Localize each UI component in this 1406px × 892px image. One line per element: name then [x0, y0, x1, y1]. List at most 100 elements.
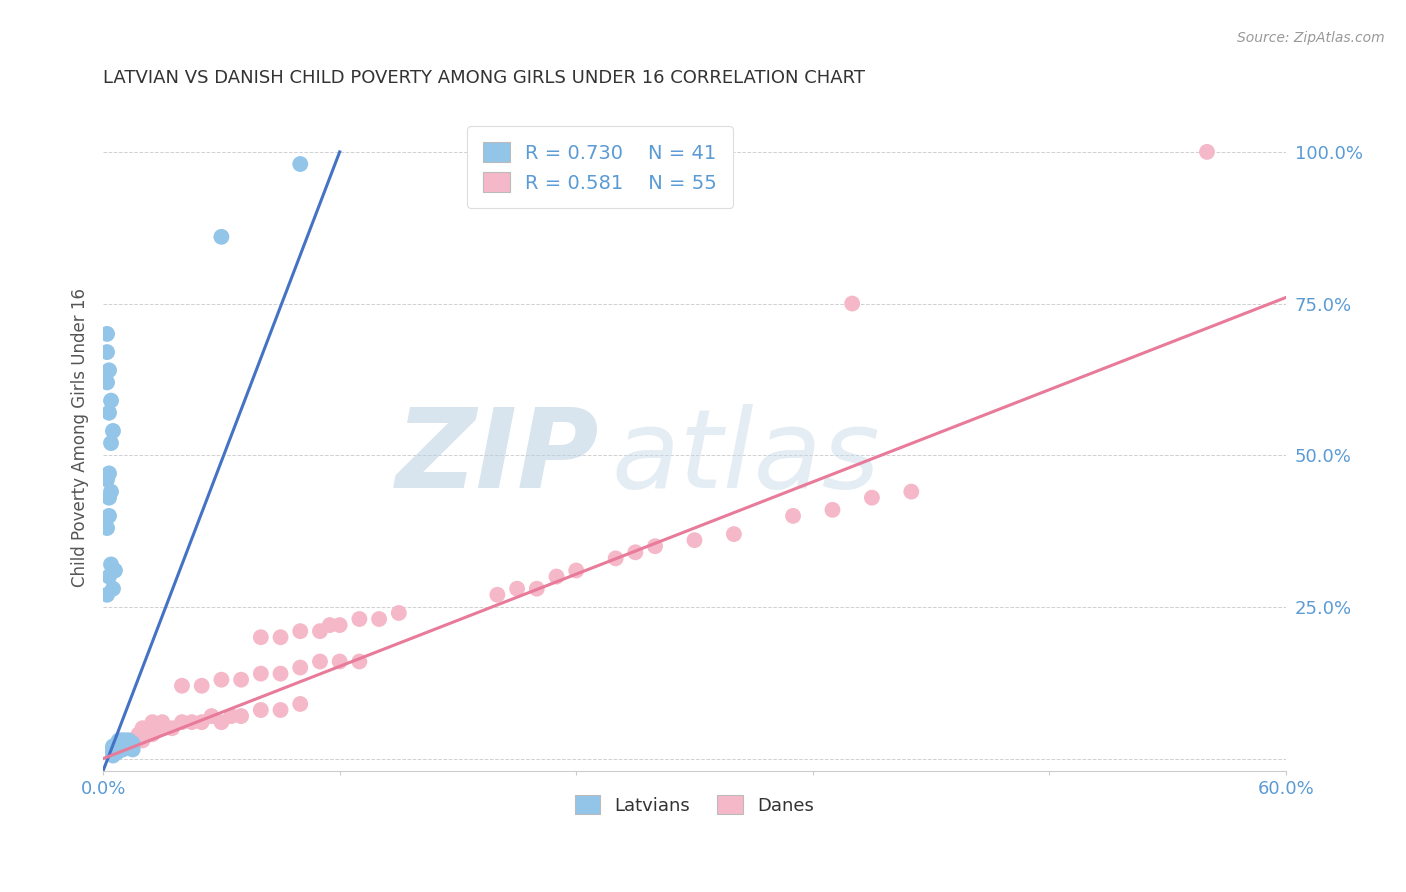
- Point: [309, 655, 332, 669]
- Point: [101, 424, 124, 438]
- Point: [100, 393, 122, 408]
- Point: [329, 618, 352, 632]
- Point: [250, 630, 273, 644]
- Point: [209, 673, 232, 687]
- Point: [229, 709, 252, 723]
- Point: [209, 229, 232, 244]
- Point: [250, 666, 273, 681]
- Point: [141, 727, 163, 741]
- Point: [100, 436, 122, 450]
- Point: [121, 736, 143, 750]
- Point: [105, 746, 128, 760]
- Point: [860, 491, 883, 505]
- Point: [98, 363, 121, 377]
- Text: Source: ZipAtlas.com: Source: ZipAtlas.com: [1237, 31, 1385, 45]
- Point: [200, 709, 222, 723]
- Point: [98, 406, 121, 420]
- Point: [170, 715, 193, 730]
- Point: [644, 539, 666, 553]
- Point: [118, 736, 141, 750]
- Point: [388, 606, 411, 620]
- Point: [96, 588, 118, 602]
- Point: [128, 727, 150, 741]
- Point: [98, 467, 121, 481]
- Point: [723, 527, 745, 541]
- Point: [565, 564, 588, 578]
- Point: [683, 533, 706, 548]
- Point: [319, 618, 342, 632]
- Point: [290, 157, 312, 171]
- Point: [96, 473, 118, 487]
- Point: [108, 739, 131, 754]
- Point: [105, 736, 128, 750]
- Point: [209, 715, 232, 730]
- Point: [105, 742, 128, 756]
- Point: [96, 376, 118, 390]
- Point: [309, 624, 332, 639]
- Point: [329, 655, 352, 669]
- Point: [115, 739, 138, 754]
- Point: [96, 326, 118, 341]
- Point: [100, 558, 122, 572]
- Point: [1195, 145, 1218, 159]
- Point: [111, 742, 134, 756]
- Point: [270, 703, 292, 717]
- Point: [180, 715, 202, 730]
- Point: [349, 655, 371, 669]
- Point: [115, 736, 138, 750]
- Point: [270, 666, 292, 681]
- Point: [101, 748, 124, 763]
- Point: [821, 503, 844, 517]
- Point: [96, 345, 118, 359]
- Point: [111, 733, 134, 747]
- Point: [98, 491, 121, 505]
- Point: [290, 697, 312, 711]
- Point: [131, 733, 153, 747]
- Point: [96, 521, 118, 535]
- Point: [108, 733, 131, 747]
- Point: [270, 630, 292, 644]
- Point: [229, 673, 252, 687]
- Point: [121, 742, 143, 756]
- Point: [100, 484, 122, 499]
- Point: [290, 660, 312, 674]
- Point: [219, 709, 242, 723]
- Point: [104, 564, 127, 578]
- Text: atlas: atlas: [612, 403, 880, 510]
- Point: [486, 588, 509, 602]
- Point: [101, 582, 124, 596]
- Point: [111, 739, 134, 754]
- Point: [101, 739, 124, 754]
- Point: [546, 569, 568, 583]
- Point: [150, 721, 173, 735]
- Point: [900, 484, 922, 499]
- Text: LATVIAN VS DANISH CHILD POVERTY AMONG GIRLS UNDER 16 CORRELATION CHART: LATVIAN VS DANISH CHILD POVERTY AMONG GI…: [103, 69, 865, 87]
- Point: [160, 721, 183, 735]
- Point: [170, 679, 193, 693]
- Point: [108, 736, 131, 750]
- Point: [141, 715, 163, 730]
- Point: [782, 508, 804, 523]
- Point: [506, 582, 529, 596]
- Point: [118, 733, 141, 747]
- Point: [250, 703, 273, 717]
- Text: ZIP: ZIP: [396, 403, 600, 510]
- Point: [98, 508, 121, 523]
- Point: [98, 569, 121, 583]
- Point: [101, 742, 124, 756]
- Point: [101, 746, 124, 760]
- Point: [111, 733, 134, 747]
- Point: [605, 551, 627, 566]
- Point: [190, 715, 212, 730]
- Y-axis label: Child Poverty Among Girls Under 16: Child Poverty Among Girls Under 16: [72, 287, 89, 587]
- Point: [526, 582, 548, 596]
- Legend: Latvians, Danes: Latvians, Danes: [568, 788, 821, 822]
- Point: [121, 733, 143, 747]
- Point: [624, 545, 647, 559]
- Point: [841, 296, 863, 310]
- Point: [349, 612, 371, 626]
- Point: [150, 715, 173, 730]
- Point: [290, 624, 312, 639]
- Point: [190, 679, 212, 693]
- Point: [368, 612, 391, 626]
